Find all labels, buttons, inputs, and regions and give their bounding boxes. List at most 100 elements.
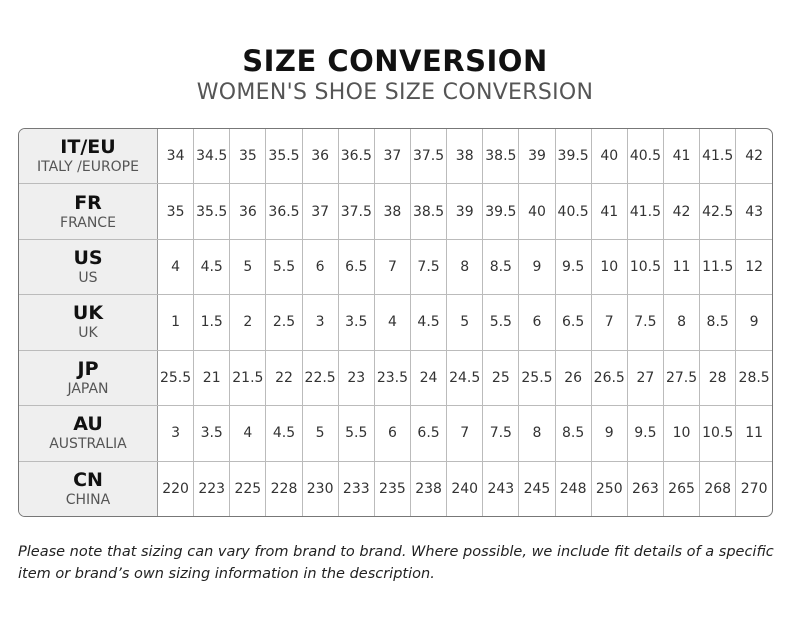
size-cell: 223 xyxy=(193,460,231,516)
table-row: UK UK 1 1.5 2 2.5 3 3.5 4 4.5 5 5.5 6 6.5 7 7.5 8 8.5 9 xyxy=(19,294,772,351)
size-cell: 34.5 xyxy=(193,129,231,185)
size-cell: 7.5 xyxy=(626,294,664,351)
size-cell: 5.5 xyxy=(337,405,375,462)
size-cell: 7 xyxy=(590,294,628,351)
region-code: IT/EU xyxy=(60,136,116,159)
region-name: AUSTRALIA xyxy=(49,436,127,453)
table-row: JP JAPAN 25.5 21 21.5 22 22.5 23 23.5 24 24.5 25 25.… xyxy=(19,349,772,407)
size-cell: 7 xyxy=(446,405,484,462)
size-cell: 6 xyxy=(518,294,556,351)
size-cell: 10.5 xyxy=(699,405,737,462)
table-row: CN CHINA 220 223 225 228 230 233 235 238 240 243 245… xyxy=(19,460,772,516)
region-name: US xyxy=(78,270,98,286)
size-cell: 22.5 xyxy=(301,349,339,407)
size-cell: 4 xyxy=(229,405,267,462)
size-cell: 10.5 xyxy=(626,238,664,296)
row-header: JP JAPAN xyxy=(19,349,158,407)
size-cell: 39.5 xyxy=(482,183,520,240)
size-cell: 8 xyxy=(662,294,701,351)
size-cell: 25 xyxy=(482,349,520,407)
size-cell: 37.5 xyxy=(409,129,448,185)
size-cell: 9.5 xyxy=(554,238,592,296)
size-cell: 9 xyxy=(590,405,628,462)
size-cell: 36.5 xyxy=(265,183,303,240)
size-cell: 5 xyxy=(229,238,267,296)
size-cell: 233 xyxy=(337,460,375,516)
region-name: ITALY /EUROPE xyxy=(37,159,139,176)
size-cell: 43 xyxy=(735,183,772,240)
size-cell: 42.5 xyxy=(699,183,737,240)
size-cell: 1.5 xyxy=(193,294,231,351)
size-cell: 37 xyxy=(301,183,339,240)
size-cell: 24.5 xyxy=(446,349,484,407)
size-cell: 38 xyxy=(373,183,411,240)
size-cell: 35.5 xyxy=(265,129,303,185)
size-cell: 268 xyxy=(699,460,737,516)
size-cell: 3.5 xyxy=(337,294,375,351)
size-cell: 8.5 xyxy=(699,294,737,351)
size-cell: 38 xyxy=(446,129,484,185)
size-cell: 4.5 xyxy=(193,238,231,296)
size-cell: 11 xyxy=(735,405,772,462)
size-cell: 5.5 xyxy=(265,238,303,296)
size-cell: 23 xyxy=(337,349,375,407)
size-cell: 5.5 xyxy=(482,294,520,351)
region-name: CHINA xyxy=(65,491,111,508)
size-cell: 11 xyxy=(662,238,701,296)
region-name: JAPAN xyxy=(67,380,109,397)
size-cell: 2 xyxy=(229,294,267,351)
size-cell: 263 xyxy=(626,460,664,516)
row-header: FR FRANCE xyxy=(19,183,158,240)
size-cell: 9.5 xyxy=(626,405,664,462)
size-cell: 25.5 xyxy=(518,349,556,407)
size-cell: 24 xyxy=(409,349,448,407)
size-cell: 8.5 xyxy=(482,238,520,296)
size-cell: 228 xyxy=(265,460,303,516)
size-cell: 4 xyxy=(373,294,411,351)
table-row: FR FRANCE 35 35.5 36 36.5 37 37.5 38 38.5 39 39.5 40… xyxy=(19,183,772,240)
size-cell: 36 xyxy=(301,129,339,185)
size-cell: 23.5 xyxy=(373,349,411,407)
size-cell: 245 xyxy=(518,460,556,516)
size-cell: 1 xyxy=(156,294,195,351)
size-cell: 34 xyxy=(156,129,195,185)
size-cell: 28.5 xyxy=(735,349,772,407)
size-cell: 238 xyxy=(409,460,448,516)
size-cell: 12 xyxy=(735,238,772,296)
size-cell: 38.5 xyxy=(482,129,520,185)
size-cell: 21.5 xyxy=(229,349,267,407)
size-cell: 22 xyxy=(265,349,303,407)
size-cell: 40 xyxy=(518,183,556,240)
region-code: FR xyxy=(74,191,102,214)
size-cell: 35 xyxy=(156,183,195,240)
size-cell: 265 xyxy=(662,460,701,516)
size-cell: 240 xyxy=(446,460,484,516)
size-cell: 9 xyxy=(518,238,556,296)
row-header: US US xyxy=(19,238,158,296)
size-cell: 21 xyxy=(193,349,231,407)
region-code: UK xyxy=(72,302,104,325)
region-code: CN xyxy=(73,468,103,491)
size-cell: 25.5 xyxy=(156,349,195,407)
size-cell: 39 xyxy=(518,129,556,185)
size-cell: 37 xyxy=(373,129,411,185)
size-cell: 220 xyxy=(156,460,195,516)
size-cell: 37.5 xyxy=(337,183,375,240)
size-cell: 7 xyxy=(373,238,411,296)
size-cell: 2.5 xyxy=(265,294,303,351)
size-cell: 40.5 xyxy=(626,129,664,185)
size-cell: 7.5 xyxy=(482,405,520,462)
table-row: AU AUSTRALIA 3 3.5 4 4.5 5 5.5 6 6.5 7 7.5 8 8.5 9 9.5 1… xyxy=(19,405,772,462)
size-cell: 235 xyxy=(373,460,411,516)
size-cell: 41.5 xyxy=(626,183,664,240)
size-cell: 250 xyxy=(590,460,628,516)
size-cell: 6.5 xyxy=(337,238,375,296)
size-cell: 225 xyxy=(229,460,267,516)
size-cell: 6 xyxy=(301,238,339,296)
row-header: UK UK xyxy=(19,294,158,351)
size-cell: 9 xyxy=(735,294,772,351)
row-header: AU AUSTRALIA xyxy=(19,405,158,462)
size-cell: 5 xyxy=(446,294,484,351)
size-cell: 4.5 xyxy=(409,294,448,351)
region-code: AU xyxy=(73,413,103,436)
